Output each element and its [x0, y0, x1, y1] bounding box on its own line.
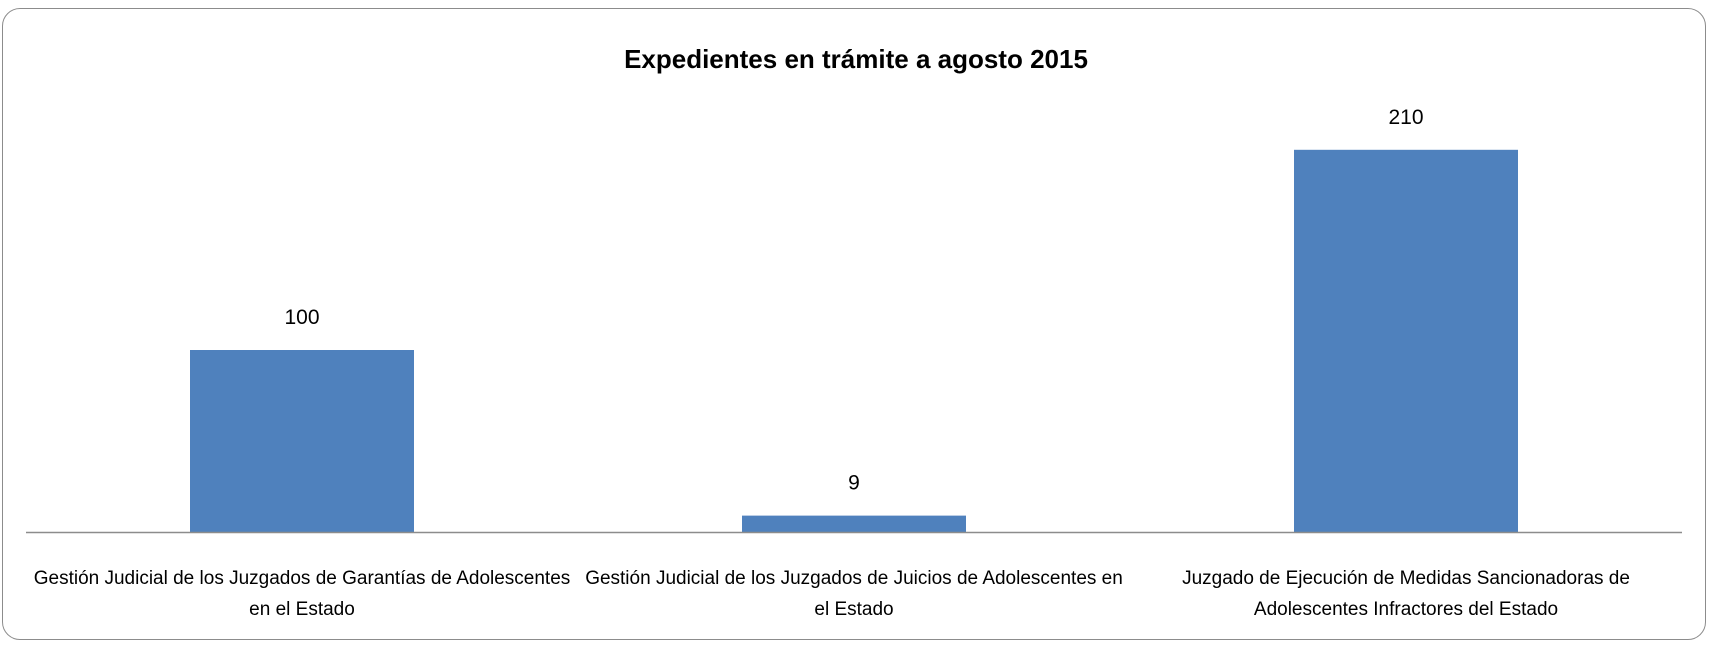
data-label-3: 210 — [1388, 106, 1423, 129]
bar-3 — [1294, 149, 1518, 533]
category-label-2-line-1: Gestión Judicial de los Juzgados de Juic… — [585, 568, 1123, 589]
bar-2 — [742, 515, 966, 532]
category-labels-layer: Gestión Judicial de los Juzgados de Gara… — [34, 568, 1630, 620]
data-labels-layer: 100 9 210 — [284, 106, 1423, 495]
data-label-1: 100 — [284, 306, 319, 329]
category-label-2-line-2: el Estado — [814, 599, 893, 620]
category-label-3-line-2: Adolescentes Infractores del Estado — [1254, 599, 1558, 620]
category-label-1-line-1: Gestión Judicial de los Juzgados de Gara… — [34, 568, 571, 589]
bars-layer — [190, 149, 1518, 533]
bar-1 — [190, 350, 414, 532]
category-label-3-line-1: Juzgado de Ejecución de Medidas Sanciona… — [1182, 568, 1630, 589]
chart-title: Expedientes en trámite a agosto 2015 — [624, 44, 1088, 74]
category-label-1-line-2: en el Estado — [249, 599, 355, 620]
data-label-2: 9 — [848, 472, 860, 495]
